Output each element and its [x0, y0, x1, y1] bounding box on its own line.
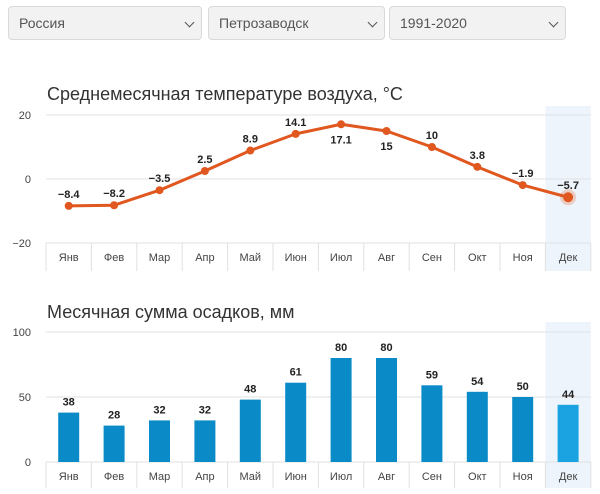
data-label: 28	[108, 410, 120, 422]
data-label: −3.5	[149, 173, 171, 185]
y-tick-label: 0	[25, 457, 31, 469]
chevron-down-icon	[548, 17, 559, 28]
data-point	[518, 181, 527, 190]
data-label: 10	[426, 130, 438, 142]
chevron-down-icon	[184, 17, 195, 28]
data-point	[473, 162, 482, 171]
data-point	[563, 192, 574, 203]
x-tick-label: Апр	[195, 471, 214, 483]
data-label: 2.5	[197, 154, 212, 166]
temperature-series-line	[68, 122, 569, 208]
bar	[194, 420, 216, 462]
data-point	[382, 127, 391, 135]
data-label: −1.9	[512, 168, 534, 180]
x-tick-label: Июл	[330, 252, 352, 264]
x-tick-label: Май	[240, 471, 262, 483]
x-tick-label: Мар	[149, 471, 171, 483]
x-tick-label: Мар	[149, 252, 171, 264]
bar	[421, 385, 443, 462]
precipitation-chart: 100 50 0 Янв Фев Мар Апр Май Июн Июл Авг Сен Окт Ноя Д…	[13, 322, 592, 488]
x-tick-label: Сен	[422, 252, 442, 264]
data-point	[291, 129, 300, 138]
data-label: 80	[380, 342, 392, 354]
x-tick-label: Фев	[104, 471, 124, 483]
city-select[interactable]: Петрозаводск	[208, 6, 385, 40]
y-tick-label: 100	[13, 327, 31, 339]
x-tick-label: Окт	[468, 252, 487, 264]
x-tick-label: Дек	[559, 252, 578, 264]
x-tick-label: Июн	[285, 252, 307, 264]
bar	[103, 425, 125, 462]
x-tick-label: Дек	[559, 471, 578, 483]
chevron-down-icon	[367, 17, 378, 28]
x-tick-label: Ноя	[513, 252, 533, 264]
data-label: 14.1	[285, 117, 306, 129]
temperature-chart-title: Среднемесячная температуре воздуха, °C	[47, 84, 403, 104]
data-label: 32	[199, 404, 211, 416]
x-tick-label: Июл	[330, 471, 352, 483]
x-tick-label: Май	[240, 252, 262, 264]
data-label: 32	[153, 404, 165, 416]
data-label: 59	[426, 369, 438, 381]
bar	[557, 404, 579, 462]
data-label: 15	[380, 141, 392, 153]
city-select-value: Петрозаводск	[219, 15, 309, 31]
y-tick-label: −20	[12, 238, 31, 250]
x-tick-label: Сен	[422, 471, 442, 483]
data-point	[427, 143, 436, 151]
data-label: 3.8	[470, 150, 485, 162]
y-tick-label: 20	[19, 110, 31, 122]
bar	[149, 420, 170, 462]
x-tick-label: Янв	[59, 252, 79, 264]
bar	[58, 412, 80, 462]
data-label: −8.4	[58, 189, 81, 201]
data-label: 17.1	[330, 134, 351, 146]
y-tick-label: 0	[25, 174, 31, 186]
country-select-value: Россия	[19, 15, 65, 31]
filter-bar: Россия Петрозаводск 1991-2020	[8, 6, 568, 42]
data-point	[200, 167, 209, 175]
data-label: 48	[244, 384, 256, 396]
x-tick-label: Июн	[285, 471, 307, 483]
data-label: 44	[562, 389, 575, 401]
precipitation-chart-title: Месячная сумма осадков, мм	[47, 302, 295, 322]
data-point	[246, 146, 255, 155]
x-tick-label: Апр	[195, 252, 214, 264]
x-tick-label: Фев	[104, 252, 124, 264]
data-point	[64, 201, 73, 210]
bar	[285, 382, 307, 462]
bar	[466, 391, 488, 462]
data-point	[110, 201, 119, 210]
data-label: 61	[290, 367, 302, 379]
y-tick-label: 50	[19, 392, 31, 404]
data-label: 54	[471, 376, 484, 388]
data-label: 38	[63, 397, 75, 409]
bar	[239, 399, 261, 462]
bar	[512, 397, 534, 462]
period-select-value: 1991-2020	[400, 15, 467, 31]
bar	[330, 358, 352, 462]
data-label: −5.7	[557, 180, 579, 192]
data-label: 8.9	[243, 134, 258, 146]
x-tick-label: Авг	[378, 252, 395, 264]
x-tick-label: Авг	[378, 471, 395, 483]
data-label: 80	[335, 342, 347, 354]
data-point	[155, 186, 164, 195]
x-tick-label: Окт	[468, 471, 487, 483]
data-point	[337, 120, 346, 129]
temperature-chart: 20 0 −20 Янв Фев Мар Апр Май Июн Июл Авг Сен Окт Ноя Д…	[12, 106, 592, 271]
data-label: 50	[517, 381, 529, 393]
x-tick-label: Ноя	[513, 471, 533, 483]
x-tick-label: Янв	[59, 471, 79, 483]
bar	[376, 358, 397, 462]
period-select[interactable]: 1991-2020	[389, 6, 566, 40]
data-label: −8.2	[103, 188, 125, 200]
country-select[interactable]: Россия	[8, 6, 202, 40]
